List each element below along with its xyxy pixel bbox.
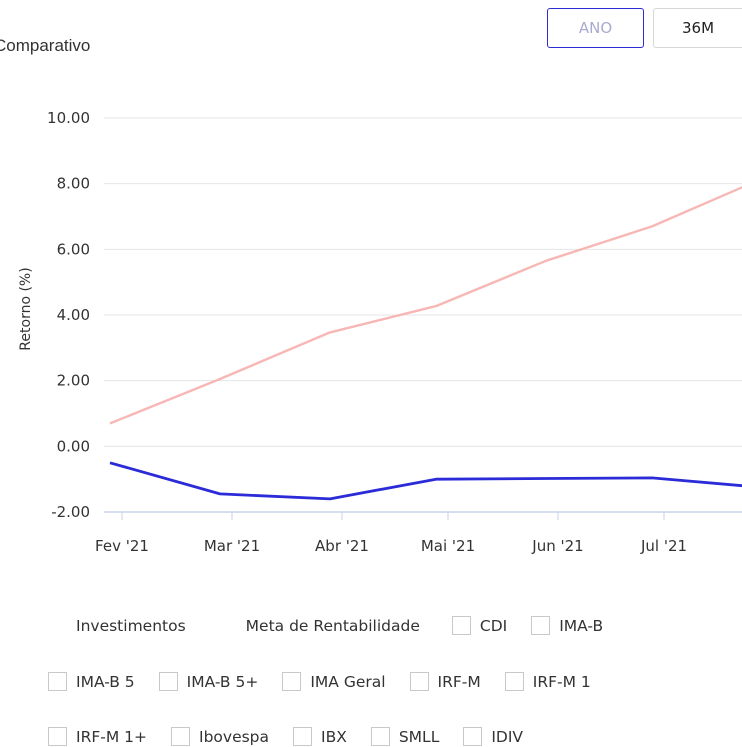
legend-item-investimentos[interactable]: Investimentos xyxy=(48,616,186,635)
checkbox-icon[interactable] xyxy=(451,616,471,635)
checkbox-icon[interactable] xyxy=(48,727,67,746)
legend-row: IMA-B 5 IMA-B 5+ IMA Geral IRF-M IRF-M 1 xyxy=(48,672,615,691)
checkbox-icon[interactable] xyxy=(370,727,390,746)
x-tick-label: Mai '21 xyxy=(421,537,475,555)
chart-title: Comparativo xyxy=(0,36,91,55)
legend-label: IRF-M 1 xyxy=(532,672,591,691)
x-tick-label: Fev '21 xyxy=(95,537,149,555)
legend-item-ima-b-5[interactable]: IMA-B 5+ xyxy=(158,672,259,691)
checkbox-icon[interactable] xyxy=(48,672,67,691)
legend-label: IBX xyxy=(321,727,347,746)
legend-item-ima-b[interactable]: IMA-B xyxy=(531,616,603,635)
legend-row: IRF-M 1+ Ibovespa IBX SMLL IDIV xyxy=(48,727,547,746)
legend-row: Investimentos Meta de Rentabilidade CDI IMA… xyxy=(48,616,627,635)
checkbox-icon[interactable] xyxy=(463,727,483,746)
checkbox-icon[interactable] xyxy=(531,616,551,635)
legend-item-irf-m[interactable]: IRF-M xyxy=(409,672,481,691)
y-tick-label: 2.00 xyxy=(57,372,90,390)
y-axis-label: Retorno (%) xyxy=(18,267,34,350)
legend-item-smll[interactable]: SMLL xyxy=(370,727,440,746)
y-tick-label: 8.00 xyxy=(57,175,90,193)
legend-label: Investimentos xyxy=(76,616,186,635)
legend-swatch xyxy=(218,616,237,635)
period-ano-button[interactable]: ANO xyxy=(547,8,644,48)
legend-label: IMA Geral xyxy=(310,672,386,691)
checkbox-icon[interactable] xyxy=(158,672,178,691)
series-line-meta xyxy=(109,186,742,425)
y-tick-label: -2.00 xyxy=(51,503,90,521)
legend-item-meta-de-rentabilidade[interactable]: Meta de Rentabilidade xyxy=(218,616,420,635)
legend-label: IRF-M xyxy=(437,672,481,691)
y-tick-label: 0.00 xyxy=(57,437,90,455)
legend-label: IMA-B 5 xyxy=(76,672,135,691)
legend-label: SMLL xyxy=(398,727,440,746)
period-36m-button[interactable]: 36M xyxy=(653,8,742,48)
legend-label: Ibovespa xyxy=(199,727,270,746)
checkbox-icon[interactable] xyxy=(504,672,524,691)
y-tick-label: 10.00 xyxy=(47,109,90,127)
x-tick-label: Mar '21 xyxy=(204,537,260,555)
legend-item-idiv[interactable]: IDIV xyxy=(463,727,523,746)
checkbox-icon[interactable] xyxy=(282,672,302,691)
series-line-investimentos xyxy=(109,461,742,501)
checkbox-icon[interactable] xyxy=(409,672,429,691)
x-tick-label: Jul '21 xyxy=(640,537,687,555)
checkbox-icon[interactable] xyxy=(293,727,313,746)
y-tick-label: 6.00 xyxy=(57,240,90,258)
legend-item-irf-m-1[interactable]: IRF-M 1 xyxy=(504,672,591,691)
legend-item-cdi[interactable]: CDI xyxy=(451,616,508,635)
legend-label: IRF-M 1+ xyxy=(76,727,147,746)
legend-label: Meta de Rentabilidade xyxy=(245,616,420,635)
legend-label: CDI xyxy=(479,616,508,635)
legend-label: IDIV xyxy=(491,727,524,746)
legend-label: IMA-B xyxy=(559,616,604,635)
legend-swatch xyxy=(48,616,67,635)
x-tick-label: Abr '21 xyxy=(315,537,369,555)
checkbox-icon[interactable] xyxy=(171,727,190,746)
legend-item-ima-b-5[interactable]: IMA-B 5 xyxy=(48,672,135,691)
legend-label: IMA-B 5+ xyxy=(186,672,259,691)
legend-item-ibx[interactable]: IBX xyxy=(293,727,347,746)
x-tick-label: Jun '21 xyxy=(531,537,583,555)
legend-item-ima-geral[interactable]: IMA Geral xyxy=(282,672,386,691)
legend-item-irf-m-1[interactable]: IRF-M 1+ xyxy=(48,727,147,746)
y-tick-label: 4.00 xyxy=(57,306,90,324)
line-chart: 10.00 8.00 6.00 4.00 2.00 0.00 -2.00 Fev '21 Mar… xyxy=(18,109,742,555)
legend-item-ibovespa[interactable]: Ibovespa xyxy=(171,727,269,746)
